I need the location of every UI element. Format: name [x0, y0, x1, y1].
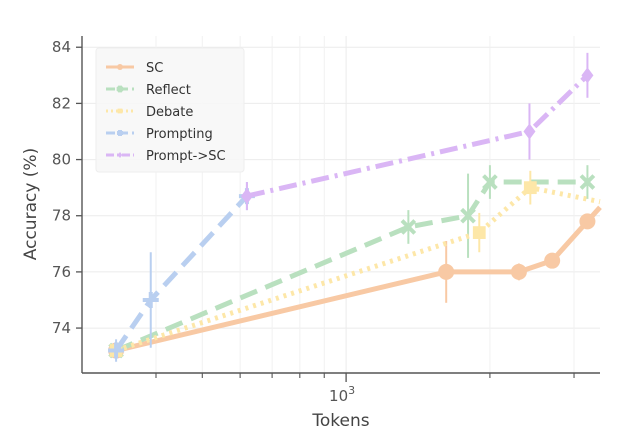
square-marker [472, 226, 486, 239]
x-marker [460, 207, 476, 224]
x-marker [400, 219, 417, 235]
circle-marker [510, 263, 527, 280]
x-axis-title: Tokens [311, 411, 369, 431]
diamond-marker [523, 123, 536, 140]
square-marker [117, 108, 123, 114]
y-tick-label: 76 [52, 263, 71, 281]
legend-entry: Prompting [106, 127, 213, 142]
y-tick-label: 80 [52, 151, 71, 169]
plus-marker [142, 291, 159, 308]
circle-marker [544, 252, 561, 269]
axes [81, 36, 600, 374]
data-series [108, 52, 602, 362]
legend-label: Reflect [146, 83, 191, 98]
y-tick-label: 74 [52, 319, 71, 337]
legend-label: Debate [146, 105, 193, 120]
legend-entry: SC [106, 61, 163, 76]
y-tick-label: 78 [52, 207, 71, 225]
diamond-marker [117, 152, 123, 158]
y-tick-label: 82 [52, 94, 71, 112]
diamond-marker [240, 188, 253, 205]
grid-lines [82, 36, 600, 373]
legend-entry: Prompt->SC [106, 149, 226, 164]
x-marker [482, 174, 498, 190]
circle-marker [438, 263, 455, 280]
plus-marker [117, 130, 123, 136]
series-prompt-sc [240, 52, 594, 211]
legend-box [95, 47, 245, 173]
x-marker [116, 85, 124, 93]
legend: SC Reflect Debate Prompting Prompt->SC [95, 47, 245, 173]
legend-entry: Debate [106, 105, 193, 120]
diamond-marker [581, 67, 594, 84]
x-tick-label-exponent: 3 [348, 384, 355, 397]
y-tick-label: 84 [52, 38, 71, 56]
legend-label: Prompt->SC [146, 149, 226, 164]
y-axis-title: Accuracy (%) [21, 148, 41, 260]
square-marker [523, 181, 537, 195]
x-marker [579, 174, 596, 190]
circle-marker [117, 64, 123, 70]
legend-label: Prompting [146, 127, 213, 142]
circle-marker [579, 213, 596, 230]
legend-entry: Reflect [106, 83, 191, 98]
plus-marker [108, 342, 125, 359]
legend-label: SC [146, 61, 163, 76]
